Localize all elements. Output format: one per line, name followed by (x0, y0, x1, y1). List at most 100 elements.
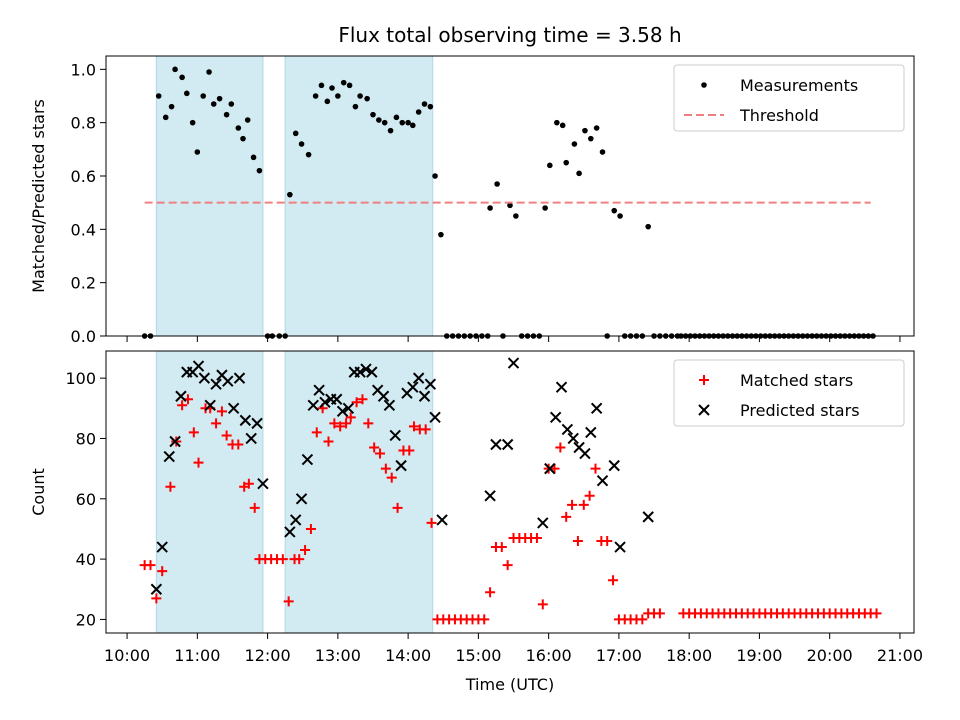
predicted-point (424, 378, 437, 390)
matched-point (871, 608, 882, 619)
measurement-point (617, 213, 623, 219)
matched-point (216, 406, 227, 417)
x-tick-label: 20:00 (807, 646, 853, 665)
measurement-point (582, 127, 588, 134)
measurement-point (387, 127, 394, 134)
predicted-point (295, 493, 308, 505)
measurement-point (206, 69, 212, 75)
measurement-point (194, 149, 201, 155)
predicted-point (354, 366, 366, 378)
matched-point (608, 575, 619, 586)
predicted-point (169, 435, 181, 448)
legend-marker (698, 404, 710, 416)
predicted-point (222, 375, 234, 387)
measurement-point (507, 202, 513, 209)
y-tick-label: 0.8 (71, 114, 96, 133)
predicted-point (319, 396, 331, 408)
predicted-point (555, 381, 568, 393)
matched-point (537, 599, 548, 610)
measurement-point (223, 111, 230, 118)
matched-point (420, 424, 431, 435)
measurement-point (329, 85, 335, 91)
matched-point (426, 517, 437, 528)
matched-point (323, 436, 334, 447)
measurement-point (438, 231, 444, 238)
matched-point (351, 397, 362, 408)
measurement-point (172, 66, 178, 73)
x-tick-label: 14:00 (385, 646, 431, 665)
measurement-point (393, 114, 400, 121)
predicted-point (313, 384, 325, 396)
predicted-point (251, 417, 263, 430)
measurement-point (244, 117, 251, 123)
measurement-point (235, 125, 242, 131)
matched-point (345, 412, 356, 423)
predicted-point (614, 541, 626, 553)
x-tick-label: 16:00 (526, 646, 572, 665)
predicted-point (163, 450, 175, 463)
predicted-point (175, 390, 187, 402)
matched-point (408, 421, 419, 432)
matched-point (188, 427, 199, 438)
x-tick-label: 12:00 (245, 646, 291, 665)
predicted-point (412, 372, 425, 384)
predicted-point (561, 423, 574, 436)
measurement-point (155, 93, 162, 99)
predicted-point (204, 399, 216, 411)
measurement-point (216, 95, 223, 102)
measurement-point (305, 151, 312, 158)
count-observing-interval (284, 350, 434, 634)
ratio-legend: Measurements Threshold (673, 64, 905, 132)
measurement-point (599, 149, 606, 155)
predicted-point (336, 405, 349, 418)
y-tick-label: 0.2 (71, 274, 96, 293)
matched-point (211, 418, 222, 429)
matched-point (329, 418, 340, 429)
matched-point (392, 502, 403, 513)
count-observing-interval (155, 350, 264, 634)
measurement-point (292, 130, 299, 137)
matched-point (369, 442, 380, 453)
predicted-point (596, 474, 609, 487)
predicted-point (383, 399, 396, 411)
predicted-point (544, 462, 556, 475)
matched-point (300, 545, 311, 556)
measurement-point (324, 98, 331, 105)
predicted-point (330, 393, 343, 405)
measurement-point (593, 125, 600, 131)
matched-point (380, 463, 391, 474)
ratio-y-axis-label: Matched/Predicted stars (29, 99, 48, 293)
predicted-point (210, 378, 222, 390)
legend-frame (673, 359, 905, 427)
matched-point (305, 523, 316, 534)
x-tick-label: 21:00 (877, 646, 923, 665)
measurement-point (340, 79, 347, 86)
measurement-point (168, 103, 175, 110)
measurement-point (357, 93, 363, 99)
measurement-point (210, 101, 217, 107)
x-tick-label: 10:00 (104, 646, 150, 665)
matched-point (243, 478, 254, 489)
matched-point (590, 463, 601, 474)
count-legend: Matched stars Predicted stars (673, 359, 905, 427)
predicted-point (608, 459, 620, 472)
series-matched-stars (139, 394, 882, 625)
predicted-point (490, 438, 502, 451)
predicted-point (585, 426, 597, 439)
y-tick-label: 0.4 (71, 220, 96, 239)
matched-point (165, 481, 176, 492)
matched-point (177, 400, 188, 411)
predicted-point (245, 432, 257, 445)
measurement-point (399, 119, 406, 126)
predicted-point (192, 360, 205, 372)
measurement-point (162, 114, 169, 121)
matched-point (277, 554, 288, 565)
matched-point (404, 445, 415, 456)
matched-point (602, 536, 613, 547)
ratio-observing-interval (155, 55, 264, 337)
measurement-point (370, 111, 376, 118)
measurement-point (547, 162, 553, 169)
measurement-point (335, 93, 341, 99)
measurement-point (352, 103, 359, 110)
matched-point (311, 427, 322, 438)
